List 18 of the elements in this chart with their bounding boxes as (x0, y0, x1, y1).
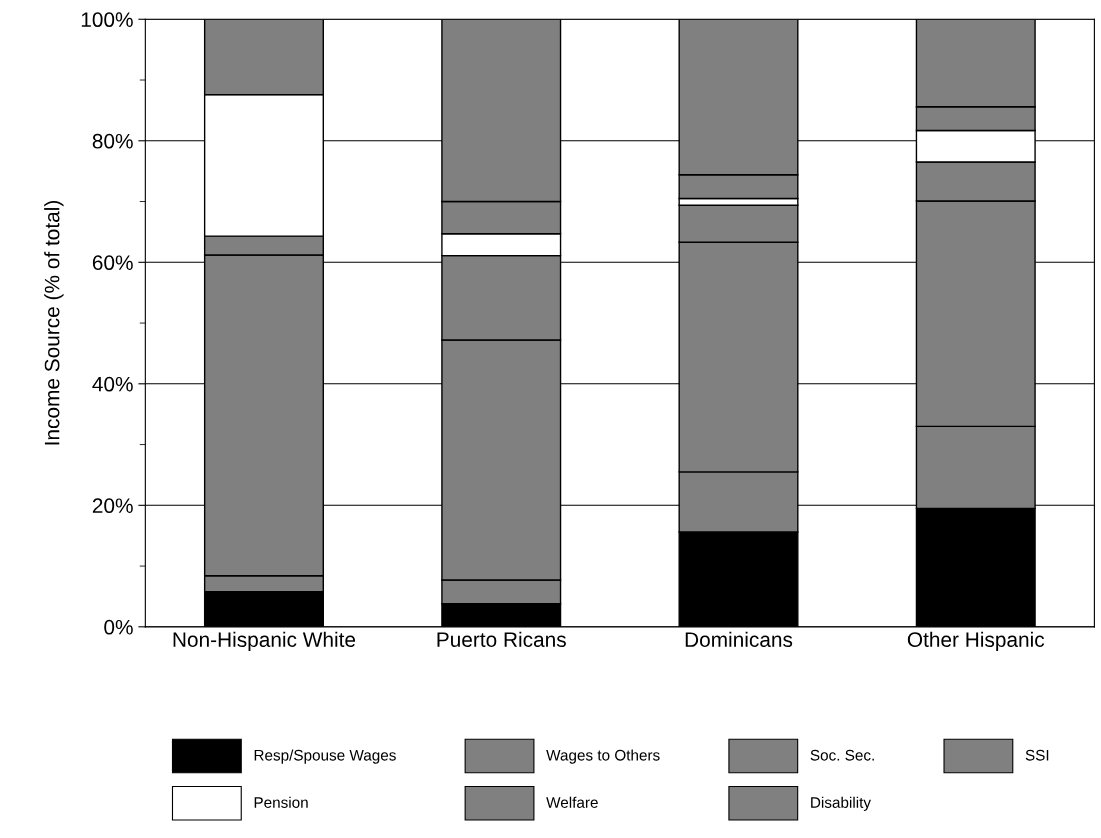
legend-label: Resp/Spouse Wages (254, 749, 396, 764)
x-tick-label: Non-Hispanic White (173, 631, 356, 652)
legend-label: Pension (254, 796, 308, 808)
y-tick-label: 60% (92, 255, 133, 271)
y-axis-title: Income Source (% of total) (44, 201, 64, 445)
legend-label: Welfare (546, 796, 598, 808)
y-tick-label: 40% (92, 376, 133, 392)
x-tick-label: Puerto Ricans (437, 631, 566, 647)
y-tick-label: 100% (81, 12, 133, 28)
y-tick-label: 20% (92, 498, 133, 514)
legend-label: Soc. Sec. (810, 749, 874, 761)
legend-label: Wages to Others (546, 749, 660, 764)
x-tick-label: Dominicans (685, 631, 793, 647)
legend-label: SSI (1025, 749, 1049, 761)
y-tick-label: 0% (104, 619, 133, 635)
y-tick-label: 80% (92, 133, 133, 149)
x-tick-label: Other Hispanic (907, 631, 1045, 652)
legend-label: Disability (811, 796, 871, 811)
